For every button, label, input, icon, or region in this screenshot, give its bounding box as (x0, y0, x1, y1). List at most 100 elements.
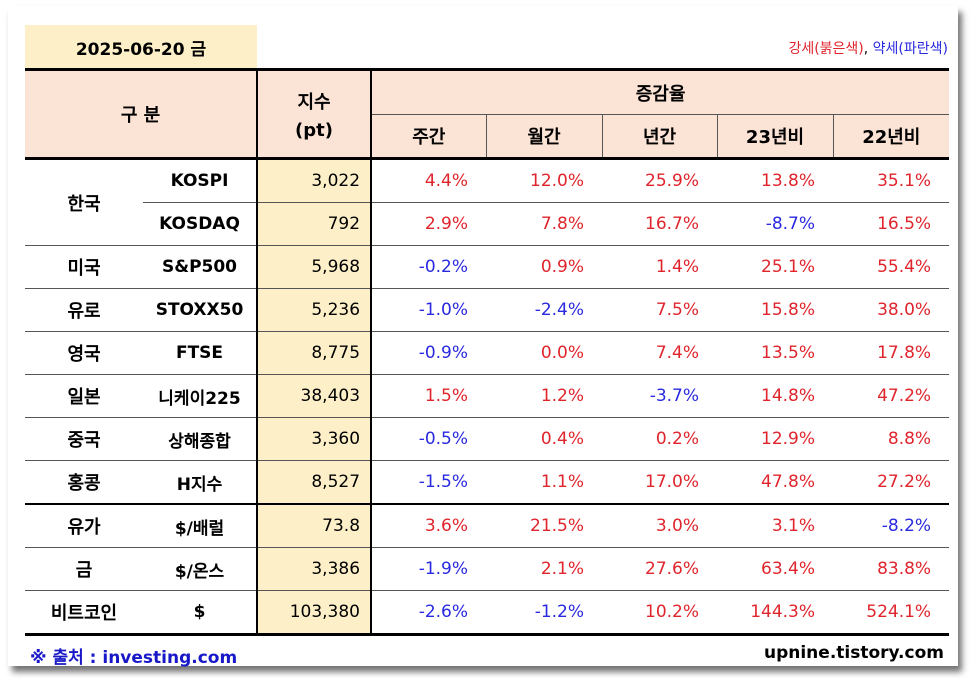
table-row: KOSDAQ 792 2.9% 7.8% 16.7% -8.7% 16.5% (25, 202, 950, 246)
header-weekly: 주간 (370, 114, 487, 159)
change-vs23-cell: 14.8% (717, 374, 834, 418)
change-vs22-cell: 38.0% (833, 288, 950, 332)
change-vs23-cell: 63.4% (717, 547, 834, 591)
region-cell: 일본 (25, 374, 143, 418)
change-vs23-cell: 13.5% (717, 331, 834, 375)
change-monthly-cell: 7.8% (486, 202, 603, 246)
change-weekly-cell: -0.9% (370, 331, 487, 375)
table-row: 홍콩 H지수 8,527 -1.5% 1.1% 17.0% 47.8% 27.2% (25, 460, 950, 505)
site-name: upnine.tistory.com (763, 643, 944, 663)
table-row: 비트코인 $103,380 -2.6% -1.2% 10.2% 144.3% 524.1% (25, 590, 950, 636)
region-cell: 비트코인 (25, 590, 143, 636)
region-cell: 영국 (25, 331, 143, 375)
change-vs22-cell: 8.8% (833, 417, 950, 461)
change-yearly-cell: 1.4% (602, 245, 718, 289)
index-name-cell: FTSE (143, 331, 258, 375)
change-monthly-cell: 2.1% (486, 547, 603, 591)
change-monthly-cell: 0.9% (486, 245, 603, 289)
change-weekly-cell: -1.0% (370, 288, 487, 332)
change-monthly-cell: -1.2% (486, 590, 603, 636)
index-value-cell: 3,022 (256, 158, 372, 203)
header-index-unit: (pt) (295, 119, 333, 141)
header-yearly: 년간 (601, 114, 718, 159)
change-vs23-cell: 15.8% (717, 288, 834, 332)
change-monthly-cell: 21.5% (486, 504, 603, 548)
change-monthly-cell: 0.0% (486, 331, 603, 375)
index-value-cell: 8,527 (256, 460, 372, 505)
change-vs23-cell: 25.1% (717, 245, 834, 289)
change-yearly-cell: 27.6% (602, 547, 718, 591)
region-cell: 금 (25, 547, 143, 591)
index-name-cell: S&P500 (143, 245, 258, 289)
change-vs22-cell: 524.1% (833, 590, 950, 636)
table-row: 미국 S&P500 5,968 -0.2% 0.9% 1.4% 25.1% 55.4% (25, 245, 950, 289)
change-vs22-cell: 83.8% (833, 547, 950, 591)
table-row: 유로 STOXX50 5,236 -1.0% -2.4% 7.5% 15.8% 38.0% (25, 288, 950, 332)
index-value-cell: 3,386 (256, 547, 372, 591)
legend-separator: , (863, 41, 873, 57)
change-vs22-cell: 27.2% (833, 460, 950, 505)
index-value-cell: 5,236 (256, 288, 372, 332)
table-row: 영국 FTSE 8,775 -0.9% 0.0% 7.4% 13.5% 17.8% (25, 331, 950, 375)
legend-weak: 약세(파란색) (872, 41, 948, 57)
index-name-cell: 상해종합 (143, 417, 258, 461)
change-vs23-cell: 47.8% (717, 460, 834, 505)
change-vs22-cell: 47.2% (833, 374, 950, 418)
index-name-cell: KOSDAQ (143, 202, 258, 246)
change-yearly-cell: 7.4% (602, 331, 718, 375)
change-vs23-cell: -8.7% (717, 202, 834, 246)
change-weekly-cell: 3.6% (370, 504, 487, 548)
change-weekly-cell: 1.5% (370, 374, 487, 418)
index-name-cell: H지수 (143, 460, 258, 505)
change-yearly-cell: 17.0% (602, 460, 718, 505)
change-vs22-cell: -8.2% (833, 504, 950, 548)
header-index: 지수 (pt) (256, 69, 372, 159)
change-weekly-cell: -1.5% (370, 460, 487, 505)
change-monthly-cell: -2.4% (486, 288, 603, 332)
index-name-cell: 니케이225 (143, 374, 258, 418)
index-value-cell: 8,775 (256, 331, 372, 375)
header-vs23: 23년비 (716, 114, 834, 159)
index-value-cell: 103,380 (256, 590, 372, 636)
change-monthly-cell: 1.2% (486, 374, 603, 418)
region-cell: 홍콩 (25, 460, 143, 505)
header-category: 구 분 (25, 69, 258, 159)
index-value-cell: 73.8 (256, 504, 372, 548)
change-yearly-cell: 3.0% (602, 504, 718, 548)
index-name-cell: STOXX50 (143, 288, 258, 332)
region-cell: 유가 (25, 504, 143, 548)
change-vs23-cell: 144.3% (717, 590, 834, 636)
change-monthly-cell: 1.1% (486, 460, 603, 505)
change-vs22-cell: 55.4% (833, 245, 950, 289)
change-yearly-cell: -3.7% (602, 374, 718, 418)
region-cell: 미국 (25, 245, 143, 289)
header-change-group: 증감율 (370, 69, 950, 115)
change-weekly-cell: -2.6% (370, 590, 487, 636)
header-vs22: 22년비 (832, 114, 950, 159)
change-vs22-cell: 16.5% (833, 202, 950, 246)
region-cell: 유로 (25, 288, 143, 332)
change-monthly-cell: 0.4% (486, 417, 603, 461)
color-legend: 강세(붉은색), 약세(파란색) (788, 38, 948, 58)
index-name-cell: $/배럴 (143, 504, 258, 548)
legend-strong: 강세(붉은색) (788, 41, 864, 57)
table-row: 한국 KOSPI 3,022 4.4% 12.0% 25.9% 13.8% 35.1% (25, 158, 950, 246)
index-name-cell: $/온스 (143, 547, 258, 591)
change-vs23-cell: 13.8% (717, 158, 834, 203)
change-weekly-cell: 2.9% (370, 202, 487, 246)
table-row: 유가 $/배럴 73.8 3.6% 21.5% 3.0% 3.1% -8.2% (25, 504, 950, 548)
index-value-cell: 38,403 (256, 374, 372, 418)
change-vs23-cell: 12.9% (717, 417, 834, 461)
report-date: 2025-06-20 금 (25, 25, 257, 69)
change-vs23-cell: 3.1% (717, 504, 834, 548)
change-vs22-cell: 17.8% (833, 331, 950, 375)
change-monthly-cell: 12.0% (486, 158, 603, 203)
source-note: ※ 출처 : investing.com (30, 648, 238, 668)
index-name-cell: $ (143, 590, 258, 636)
index-value-cell: 792 (256, 202, 372, 246)
change-yearly-cell: 25.9% (602, 158, 718, 203)
change-yearly-cell: 16.7% (602, 202, 718, 246)
index-name-cell: KOSPI (143, 158, 258, 203)
change-yearly-cell: 0.2% (602, 417, 718, 461)
table-row: 중국 상해종합 3,360 -0.5% 0.4% 0.2% 12.9% 8.8% (25, 417, 950, 461)
